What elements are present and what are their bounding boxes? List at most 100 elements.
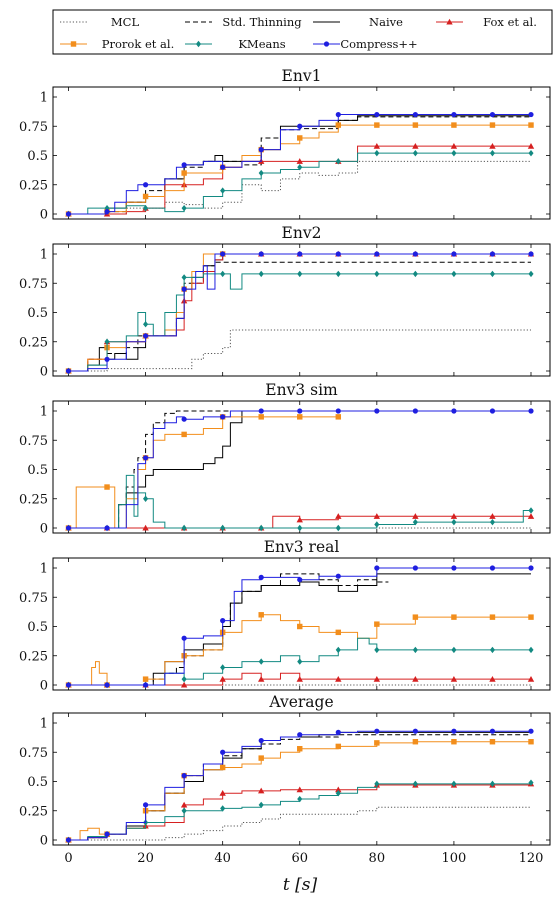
- data-point: [297, 623, 303, 630]
- y-tick-label: 0.75: [19, 277, 48, 292]
- series-line: [68, 730, 531, 841]
- series-std-thinning: [68, 573, 389, 686]
- data-point: [104, 338, 110, 345]
- data-point: [258, 270, 264, 278]
- data-point: [258, 658, 264, 665]
- x-tick-label: 60: [291, 851, 308, 866]
- data-point: [335, 786, 342, 793]
- data-point: [219, 675, 226, 682]
- data-point: [181, 524, 187, 532]
- data-point: [335, 729, 341, 735]
- legend-entry-fox-et-al: Fox et al.: [436, 15, 537, 29]
- panel-title: Env2: [282, 224, 322, 242]
- data-point: [297, 658, 303, 665]
- data-point: [335, 675, 342, 682]
- legend-entry-kmeans: KMeans: [185, 37, 286, 51]
- series-mcl: [68, 806, 531, 841]
- data-point: [412, 142, 419, 149]
- legend-marker: [323, 41, 330, 47]
- y-tick-label: 0: [40, 365, 48, 380]
- series-group: [65, 565, 535, 689]
- data-point: [527, 142, 535, 149]
- data-point: [528, 507, 534, 514]
- data-point: [104, 831, 110, 837]
- data-point: [297, 414, 303, 420]
- legend-entry-std-thinning: Std. Thinning: [185, 15, 302, 29]
- data-point: [104, 484, 110, 490]
- x-tick-label: 20: [137, 851, 154, 866]
- data-point: [297, 270, 303, 278]
- data-point: [142, 676, 149, 682]
- data-point: [528, 111, 534, 118]
- series-line: [68, 637, 531, 686]
- data-point: [528, 122, 534, 128]
- data-point: [489, 149, 496, 157]
- data-point: [143, 321, 149, 328]
- legend-label: Prorok et al.: [102, 37, 174, 51]
- series-kmeans: [65, 270, 534, 375]
- series-line: [68, 145, 531, 215]
- data-point: [450, 513, 458, 519]
- series-line: [68, 474, 531, 529]
- x-tick-label: 80: [369, 851, 386, 866]
- data-point: [374, 111, 380, 118]
- data-point: [181, 431, 187, 438]
- data-point: [258, 524, 264, 532]
- series-line: [68, 253, 531, 372]
- legend-marker: [195, 40, 202, 48]
- data-point: [451, 565, 457, 571]
- data-point: [489, 513, 496, 519]
- legend-entry-compress: Compress++: [313, 37, 418, 51]
- data-point: [181, 170, 187, 176]
- data-point: [412, 270, 418, 278]
- data-point: [142, 455, 149, 461]
- data-point: [374, 740, 380, 746]
- data-point: [335, 524, 341, 532]
- data-point: [296, 158, 303, 164]
- y-tick-label: 0.5: [27, 306, 48, 321]
- legend-entry-prorok-et-al: Prorok et al.: [60, 37, 174, 51]
- data-point: [297, 577, 303, 583]
- data-point: [219, 764, 226, 771]
- data-point: [143, 204, 149, 212]
- data-point: [65, 211, 72, 217]
- y-tick-label: 0.25: [19, 649, 48, 664]
- data-point: [65, 682, 72, 688]
- data-point: [374, 646, 380, 654]
- data-point: [412, 675, 419, 682]
- y-tick-label: 0.25: [19, 492, 48, 507]
- data-point: [296, 786, 303, 793]
- data-point: [527, 513, 535, 519]
- series-naive: [68, 573, 531, 686]
- y-tick-label: 0.5: [27, 620, 48, 635]
- data-point: [258, 574, 264, 580]
- data-point: [528, 149, 534, 157]
- panel-env3-real: Env3 real 0 0.25 0.5 0.75 1: [19, 538, 551, 694]
- data-point: [451, 739, 457, 745]
- data-point: [142, 333, 149, 339]
- y-tick-label: 0.75: [19, 434, 48, 449]
- data-point: [528, 251, 534, 257]
- data-point: [297, 732, 303, 738]
- series-fox-et-al: [65, 780, 535, 843]
- series-compress: [65, 111, 534, 217]
- data-point: [335, 158, 341, 165]
- data-point: [451, 111, 457, 118]
- data-point: [181, 635, 187, 641]
- data-point: [296, 516, 303, 523]
- y-tick-label: 0.75: [19, 746, 48, 761]
- data-point: [181, 274, 187, 281]
- data-point: [412, 111, 418, 118]
- data-point: [335, 270, 341, 278]
- data-point: [373, 142, 381, 149]
- data-point: [528, 270, 534, 278]
- data-point: [374, 621, 380, 627]
- y-tick-label: 1: [40, 248, 48, 263]
- series-line: [68, 152, 531, 215]
- data-point: [297, 795, 303, 803]
- y-tick-label: 0: [40, 208, 48, 223]
- x-tick-label: 100: [442, 851, 467, 866]
- panel-frame: [52, 557, 551, 691]
- data-point: [104, 209, 110, 215]
- series-compress: [65, 408, 534, 531]
